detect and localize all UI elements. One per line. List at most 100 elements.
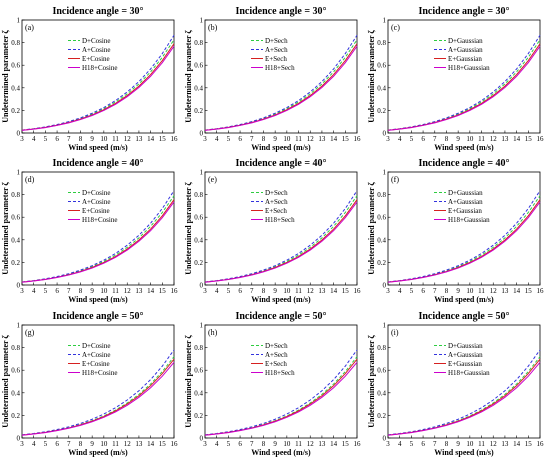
x-tick-label: 11 [295,135,302,143]
x-tick-label: 3 [386,440,390,448]
x-axis-label: Wind speed (m/s) [68,295,128,304]
plot-frame [387,171,541,286]
x-tick-label: 16 [537,440,545,448]
x-tick-label: 4 [398,440,402,448]
series-line [387,349,541,436]
x-axis-label: Wind speed (m/s) [68,448,128,457]
legend-label: A+Cosine [82,46,110,54]
legend-label: D+Sech [265,189,288,197]
chart-panel: Incidence angle = 50°(h)3 4 5 6 7 8 9 10 11 12 13 1… [184,311,361,457]
x-tick-label: 14 [330,287,338,295]
x-tick-label: 4 [215,135,219,143]
y-tick-label: 0.4 [11,84,20,92]
y-tick-label: 0 [383,130,387,138]
x-tick-label: 4 [32,287,36,295]
x-tick-label: 14 [147,287,155,295]
y-tick-label: 0.8 [11,191,20,199]
y-tick-label: 0.2 [11,107,20,115]
y-tick-label: 1 [200,169,204,177]
series-line [204,361,358,436]
plot-frame [204,324,358,439]
x-tick-label: 6 [421,287,425,295]
x-tick-label: 8 [262,135,266,143]
x-tick-label: 9 [273,440,277,448]
chart-panel: Incidence angle = 50°(i)3 4 5 6 7 8 9 10 11 12 13 1… [367,311,544,457]
legend-label: D+Sech [265,37,288,45]
x-tick-label: 8 [445,135,449,143]
x-tick-label: 6 [421,440,425,448]
legend-label: E+Gaussian [448,55,482,63]
x-tick-label: 15 [159,440,167,448]
x-tick-label: 16 [354,440,362,448]
x-tick-label: 13 [501,135,509,143]
x-axis-label: Wind speed (m/s) [68,143,128,152]
x-tick-label: 10 [466,287,474,295]
x-tick-label: 12 [124,287,132,295]
x-tick-label: 14 [147,440,155,448]
x-tick-label: 7 [67,135,71,143]
y-tick-label: 0.2 [194,412,203,420]
y-tick-label: 0.6 [194,214,203,222]
y-axis-label: Undetermined parameter ζ [1,30,10,123]
legend-label: D+Cosine [82,189,110,197]
panel-label: (g) [25,328,35,337]
y-tick-label: 0.4 [377,236,386,244]
x-tick-label: 10 [100,440,108,448]
plot-frame [204,171,358,286]
legend-label: E+Gaussian [448,207,482,215]
x-tick-label: 10 [283,440,291,448]
y-tick-label: 0.2 [377,259,386,267]
x-tick-label: 3 [20,287,24,295]
x-tick-label: 7 [67,287,71,295]
legend-label: E+Gaussian [448,360,482,368]
y-tick-label: 0 [200,130,204,138]
x-tick-label: 8 [445,287,449,295]
x-tick-label: 13 [318,440,326,448]
x-tick-label: 8 [262,440,266,448]
x-tick-label: 14 [330,135,338,143]
legend-label: H18+Sech [265,216,295,224]
y-axis-label: Undetermined parameter ζ [184,335,193,428]
x-tick-label: 10 [100,135,108,143]
chart-title: Incidence angle = 40° [235,158,326,169]
legend-label: H18+Gaussian [448,216,490,224]
x-tick-label: 14 [513,135,521,143]
x-tick-label: 9 [456,287,460,295]
chart-title: Incidence angle = 50° [52,311,143,322]
x-tick-label: 12 [307,440,315,448]
legend-label: D+Gaussian [448,189,483,197]
x-tick-label: 4 [215,287,219,295]
x-tick-label: 11 [478,135,485,143]
y-tick-label: 0.2 [11,412,20,420]
legend-label: D+Gaussian [448,342,483,350]
y-tick-label: 0.4 [377,84,386,92]
panel-label: (h) [208,328,218,337]
x-tick-label: 8 [79,287,83,295]
y-tick-label: 0.6 [194,367,203,375]
chart-title: Incidence angle = 40° [52,158,143,169]
x-tick-label: 8 [79,440,83,448]
y-tick-label: 0.8 [11,344,20,352]
panel-label: (a) [25,23,34,32]
x-tick-label: 15 [525,440,533,448]
y-tick-label: 0.6 [11,214,20,222]
x-tick-label: 11 [478,287,485,295]
x-tick-label: 11 [295,287,302,295]
legend-label: A+Cosine [82,351,110,359]
y-tick-label: 1 [383,17,387,25]
x-tick-label: 9 [273,135,277,143]
y-tick-label: 0 [200,435,204,443]
y-tick-label: 0.6 [377,214,386,222]
series-line [21,361,175,436]
x-axis-label: Wind speed (m/s) [434,448,494,457]
y-tick-label: 0.8 [194,39,203,47]
x-tick-label: 14 [147,135,155,143]
x-tick-label: 10 [100,287,108,295]
y-tick-label: 0.4 [194,389,203,397]
legend-label: H18+Sech [265,64,295,72]
x-tick-label: 7 [433,135,437,143]
legend-label: E+Sech [265,207,287,215]
plot-frame [204,19,358,134]
legend-label: A+Gaussian [448,46,483,54]
y-tick-label: 0 [383,435,387,443]
